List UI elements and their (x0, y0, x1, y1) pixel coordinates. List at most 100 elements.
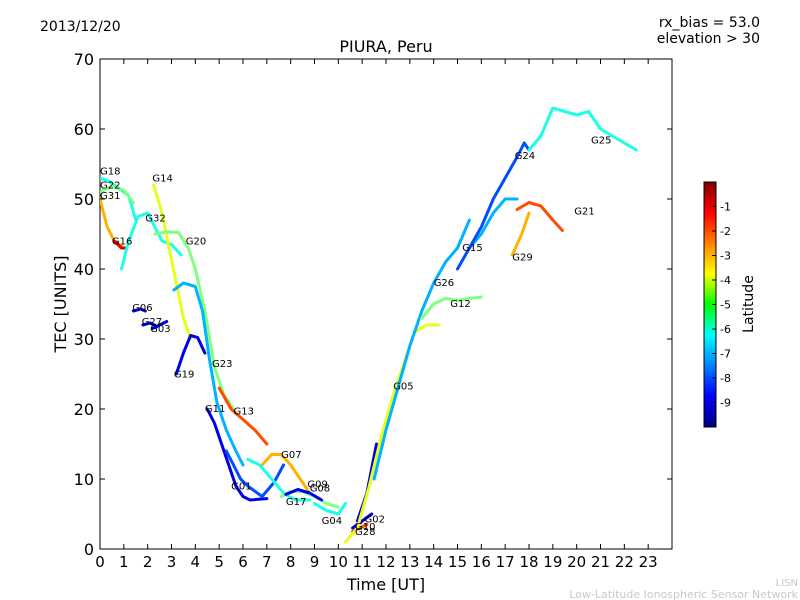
series-g23 (172, 281, 245, 467)
plot-area (99, 58, 673, 550)
label-g10: G10 (355, 522, 375, 533)
label-g06: G06 (132, 303, 152, 314)
colorbar-tick-label: -5 (720, 299, 731, 312)
label-g18: G18 (100, 167, 120, 178)
x-tick-label: 22 (615, 553, 634, 571)
x-tick-label: 19 (543, 553, 562, 571)
rx-bias-label: rx_bias = 53.0 (659, 15, 760, 31)
x-tick-label: 23 (639, 553, 658, 571)
y-tick-label: 40 (74, 260, 94, 279)
label-g14: G14 (152, 174, 172, 185)
series-g10 (351, 512, 374, 530)
y-tick-label: 0 (84, 540, 94, 559)
x-tick-label: 9 (310, 553, 320, 571)
colorbar-tick-label: -1 (720, 201, 731, 214)
x-tick-label: 13 (400, 553, 419, 571)
label-g22: G22 (100, 181, 120, 192)
x-tick-label: 11 (353, 553, 372, 571)
y-tick-label: 60 (74, 120, 94, 139)
label-g09: G09 (307, 479, 327, 490)
label-g04: G04 (322, 516, 342, 527)
colorbar-tick-label: -3 (720, 250, 731, 263)
label-g17: G17 (286, 497, 306, 508)
x-tick-label: 6 (238, 553, 248, 571)
date-label: 2013/12/20 (40, 19, 121, 35)
x-tick-label: 10 (329, 553, 348, 571)
x-tick-label: 4 (191, 553, 201, 571)
x-tick-label: 2 (143, 553, 153, 571)
y-tick-label: 20 (74, 400, 94, 419)
y-axis: 0 10 20 30 40 50 60 70 (74, 50, 672, 559)
series-g27 (141, 321, 159, 328)
colorbar-tick-label: -8 (720, 372, 731, 385)
x-tick-label: 3 (167, 553, 177, 571)
series-g04 (313, 502, 347, 516)
y-tick-label: 30 (74, 330, 94, 349)
label-g32: G32 (145, 213, 165, 224)
label-g08: G08 (310, 484, 330, 495)
series-g25 (527, 106, 638, 152)
colorbar-tick-label: -2 (720, 225, 731, 238)
y-tick-label: 70 (74, 50, 94, 69)
series-g32 (120, 211, 183, 271)
x-tick-label: 16 (472, 553, 491, 571)
series-g08 (284, 488, 324, 502)
label-g12: G12 (450, 299, 470, 310)
x-tick-label: 18 (519, 553, 538, 571)
elevation-label: elevation > 30 (657, 31, 760, 47)
x-tick-label: 14 (424, 553, 443, 571)
colorbar-label: Latitude (741, 275, 757, 333)
series-g14 (152, 183, 193, 341)
series-g13 (217, 386, 269, 446)
label-g23: G23 (212, 359, 232, 370)
series-layer (100, 106, 638, 544)
label-g19: G19 (174, 370, 194, 381)
label-g01: G01 (231, 482, 251, 493)
x-axis: 0 1 2 3 4 5 6 7 8 9 10 11 12 13 14 15 16 17 18 19 20 21 22 23 (95, 59, 658, 571)
footer-org: LISN (776, 578, 798, 589)
label-g11: G11 (205, 404, 225, 415)
label-g16: G16 (112, 237, 132, 248)
label-g20: G20 (186, 237, 206, 248)
label-g27: G27 (142, 317, 162, 328)
label-g26: G26 (434, 278, 454, 289)
series-g16 (112, 239, 128, 250)
y-tick-label: 10 (74, 470, 94, 489)
series-g03 (150, 320, 169, 330)
series-g24 (456, 141, 531, 271)
colorbar-tick-label: -9 (720, 397, 731, 410)
x-tick-label: 17 (496, 553, 515, 571)
y-tick-label: 50 (74, 190, 94, 209)
label-g25: G25 (591, 136, 611, 147)
series-g06 (131, 307, 147, 313)
x-tick-label: 0 (95, 553, 105, 571)
x-tick-label: 20 (567, 553, 586, 571)
colorbar-ticks: -1 -2 -3 -4 -5 -6 -7 -8 -9 (712, 201, 731, 410)
label-g28: G28 (355, 527, 375, 538)
colorbar-tick-label: -6 (720, 323, 731, 336)
series-g19 (174, 334, 207, 376)
label-g02: G02 (365, 514, 385, 525)
x-tick-label: 1 (119, 553, 129, 571)
footer-org-full: Low-Latitude Ionospheric Sensor Network (569, 588, 798, 600)
label-g24: G24 (515, 151, 535, 162)
label-g15: G15 (462, 243, 482, 254)
label-g29: G29 (512, 253, 532, 264)
series-g07 (260, 453, 312, 495)
y-axis-label: TEC [UNITS] (51, 256, 70, 354)
series-g11 (205, 407, 269, 502)
series-g15 (467, 197, 519, 250)
x-tick-label: 7 (262, 553, 272, 571)
x-tick-label: 8 (286, 553, 296, 571)
label-g13: G13 (234, 407, 254, 418)
series-g21 (515, 201, 564, 232)
series-g05 (344, 323, 440, 544)
x-tick-label: 5 (214, 553, 224, 571)
x-tick-label: 15 (448, 553, 467, 571)
series-g12 (420, 295, 483, 320)
colorbar-tick-label: -4 (720, 274, 731, 287)
label-g31: G31 (100, 191, 120, 202)
label-g03: G03 (150, 324, 170, 335)
